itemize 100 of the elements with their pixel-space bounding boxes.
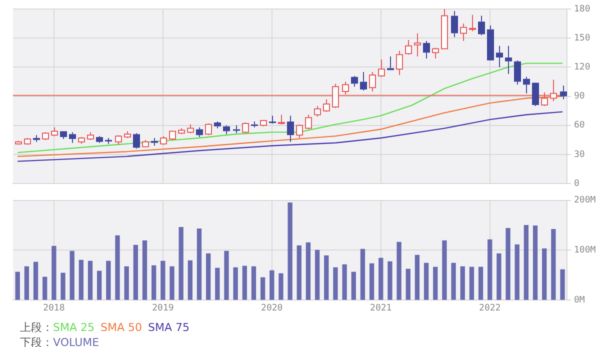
x-tick-label: 2021: [370, 304, 392, 314]
bar: [314, 250, 320, 300]
bar: [551, 228, 556, 300]
y-tick-label: 0M: [574, 295, 586, 306]
bar: [424, 262, 429, 300]
x-tick-label: 2022: [479, 304, 501, 314]
bar: [88, 260, 93, 300]
bar: [342, 264, 347, 300]
bar: [488, 239, 492, 300]
bar: [442, 240, 447, 300]
candlestick: [351, 75, 358, 88]
candlestick: [223, 124, 230, 135]
bar: [478, 266, 484, 300]
y-tick-label: 200M: [574, 196, 596, 206]
x-tick-label: 2020: [261, 304, 283, 314]
candlestick: [196, 126, 203, 138]
y-tick-label: 150: [574, 33, 590, 44]
bar: [460, 266, 465, 300]
bar: [388, 261, 392, 300]
candlestick: [251, 121, 258, 128]
bar: [369, 263, 374, 300]
bar: [152, 265, 156, 300]
bar: [70, 250, 74, 300]
text: SMA 25: [53, 321, 94, 334]
bar: [196, 228, 202, 300]
text: SMA 50: [100, 321, 142, 334]
y-tick-label: 100M: [574, 246, 596, 256]
bar: [215, 268, 220, 300]
candlestick: [105, 138, 112, 144]
candlestick: [532, 82, 539, 106]
bar: [324, 255, 329, 300]
bar: [115, 235, 120, 300]
legend-title: 上段：: [20, 321, 53, 334]
bar: [542, 248, 547, 300]
candlestick: [287, 115, 294, 142]
y-tick-label: 90: [574, 92, 585, 102]
y-tick-label: 120: [574, 62, 590, 73]
candlestick: [451, 10, 458, 38]
bar: [224, 250, 229, 300]
text: VOLUME: [53, 336, 100, 347]
y-tick-label: 180: [574, 4, 590, 14]
bar: [532, 225, 538, 300]
bar: [78, 260, 84, 300]
legend-title: 下段：: [20, 336, 53, 347]
bar: [451, 262, 456, 300]
bar: [469, 266, 474, 300]
bar: [514, 244, 520, 300]
text: SMA 75: [148, 321, 190, 334]
candlestick: [387, 56, 394, 70]
bar: [24, 266, 30, 300]
bar: [270, 270, 274, 300]
candlestick: [96, 136, 103, 144]
candlestick: [151, 138, 158, 146]
candlestick: [269, 115, 276, 124]
bar: [206, 253, 211, 300]
bar: [33, 262, 38, 300]
candlestick: [33, 134, 40, 142]
bar: [133, 244, 138, 300]
bar: [242, 266, 247, 300]
candlestick: [478, 15, 485, 36]
bar: [160, 260, 166, 300]
bar: [52, 246, 56, 300]
y-tick-label: 0: [574, 178, 580, 189]
bar: [288, 202, 292, 300]
bar: [97, 270, 102, 300]
bar: [414, 254, 420, 300]
bar: [188, 260, 192, 300]
bar: [170, 266, 174, 300]
candlestick: [133, 132, 140, 150]
bar: [42, 276, 48, 300]
candlestick: [423, 40, 430, 59]
candlestick: [496, 45, 503, 68]
bar: [60, 272, 66, 300]
bar: [296, 245, 302, 300]
bar: [496, 253, 502, 300]
bar: [124, 266, 129, 300]
bar: [251, 266, 256, 300]
bar: [396, 242, 402, 300]
bar: [351, 272, 356, 300]
candlestick: [214, 121, 221, 129]
bar: [142, 240, 148, 300]
y-tick-label: 60: [574, 120, 585, 131]
bar: [560, 269, 565, 300]
bar: [524, 224, 529, 300]
bar: [378, 258, 384, 300]
candlestick: [60, 131, 67, 140]
bar: [106, 260, 111, 300]
bar: [278, 273, 284, 300]
candlestick: [523, 76, 530, 94]
bar: [506, 228, 510, 300]
candlestick: [360, 72, 367, 91]
bar: [433, 266, 438, 300]
candlestick: [487, 24, 494, 60]
candlestick: [505, 45, 512, 74]
x-tick-label: 2019: [152, 304, 174, 314]
bar: [306, 242, 311, 300]
bar: [15, 272, 20, 300]
bar: [178, 226, 184, 300]
candlestick: [69, 132, 76, 144]
bar: [260, 277, 266, 300]
